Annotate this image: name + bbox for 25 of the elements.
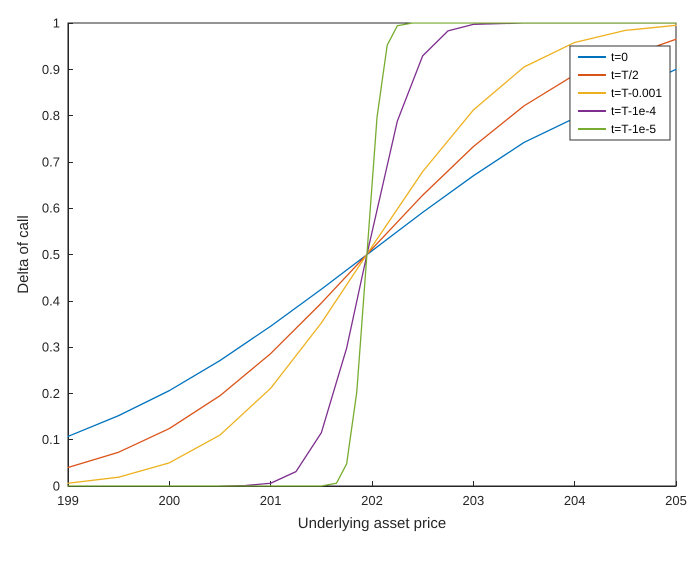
y-tick-label: 0.1 <box>42 432 60 448</box>
y-tick-label: 0 <box>52 478 60 494</box>
y-tick-label: 0.3 <box>42 340 60 355</box>
x-axis-title: Underlying asset price <box>298 515 446 532</box>
x-tick-label: 203 <box>462 493 484 508</box>
y-axis-title: Delta of call <box>15 215 32 294</box>
y-tick-label: 1 <box>52 16 60 30</box>
y-tick-label: 0.7 <box>42 154 60 170</box>
legend-label: t=T-0.001 <box>610 86 662 100</box>
y-tick-label: 0.6 <box>42 200 60 216</box>
legend-label: t=0 <box>610 50 628 64</box>
legend-label: t=T-1e-5 <box>610 122 656 136</box>
y-tick-label: 0.2 <box>42 386 60 401</box>
x-tick-label: 205 <box>665 493 687 508</box>
legend-label: t=T-1e-4 <box>610 104 656 118</box>
x-tick-label: 200 <box>158 493 180 508</box>
legend-label: t=T/2 <box>610 68 639 82</box>
y-tick-label: 0.5 <box>42 247 60 262</box>
x-tick-label: 202 <box>361 493 383 508</box>
x-tick-label: 201 <box>260 493 282 508</box>
x-tick-label: 204 <box>564 493 586 508</box>
y-tick-label: 0.4 <box>42 293 60 308</box>
y-tick-label: 0.9 <box>42 62 60 77</box>
y-tick-label: 0.8 <box>42 108 60 124</box>
x-tick-label: 199 <box>57 493 79 508</box>
